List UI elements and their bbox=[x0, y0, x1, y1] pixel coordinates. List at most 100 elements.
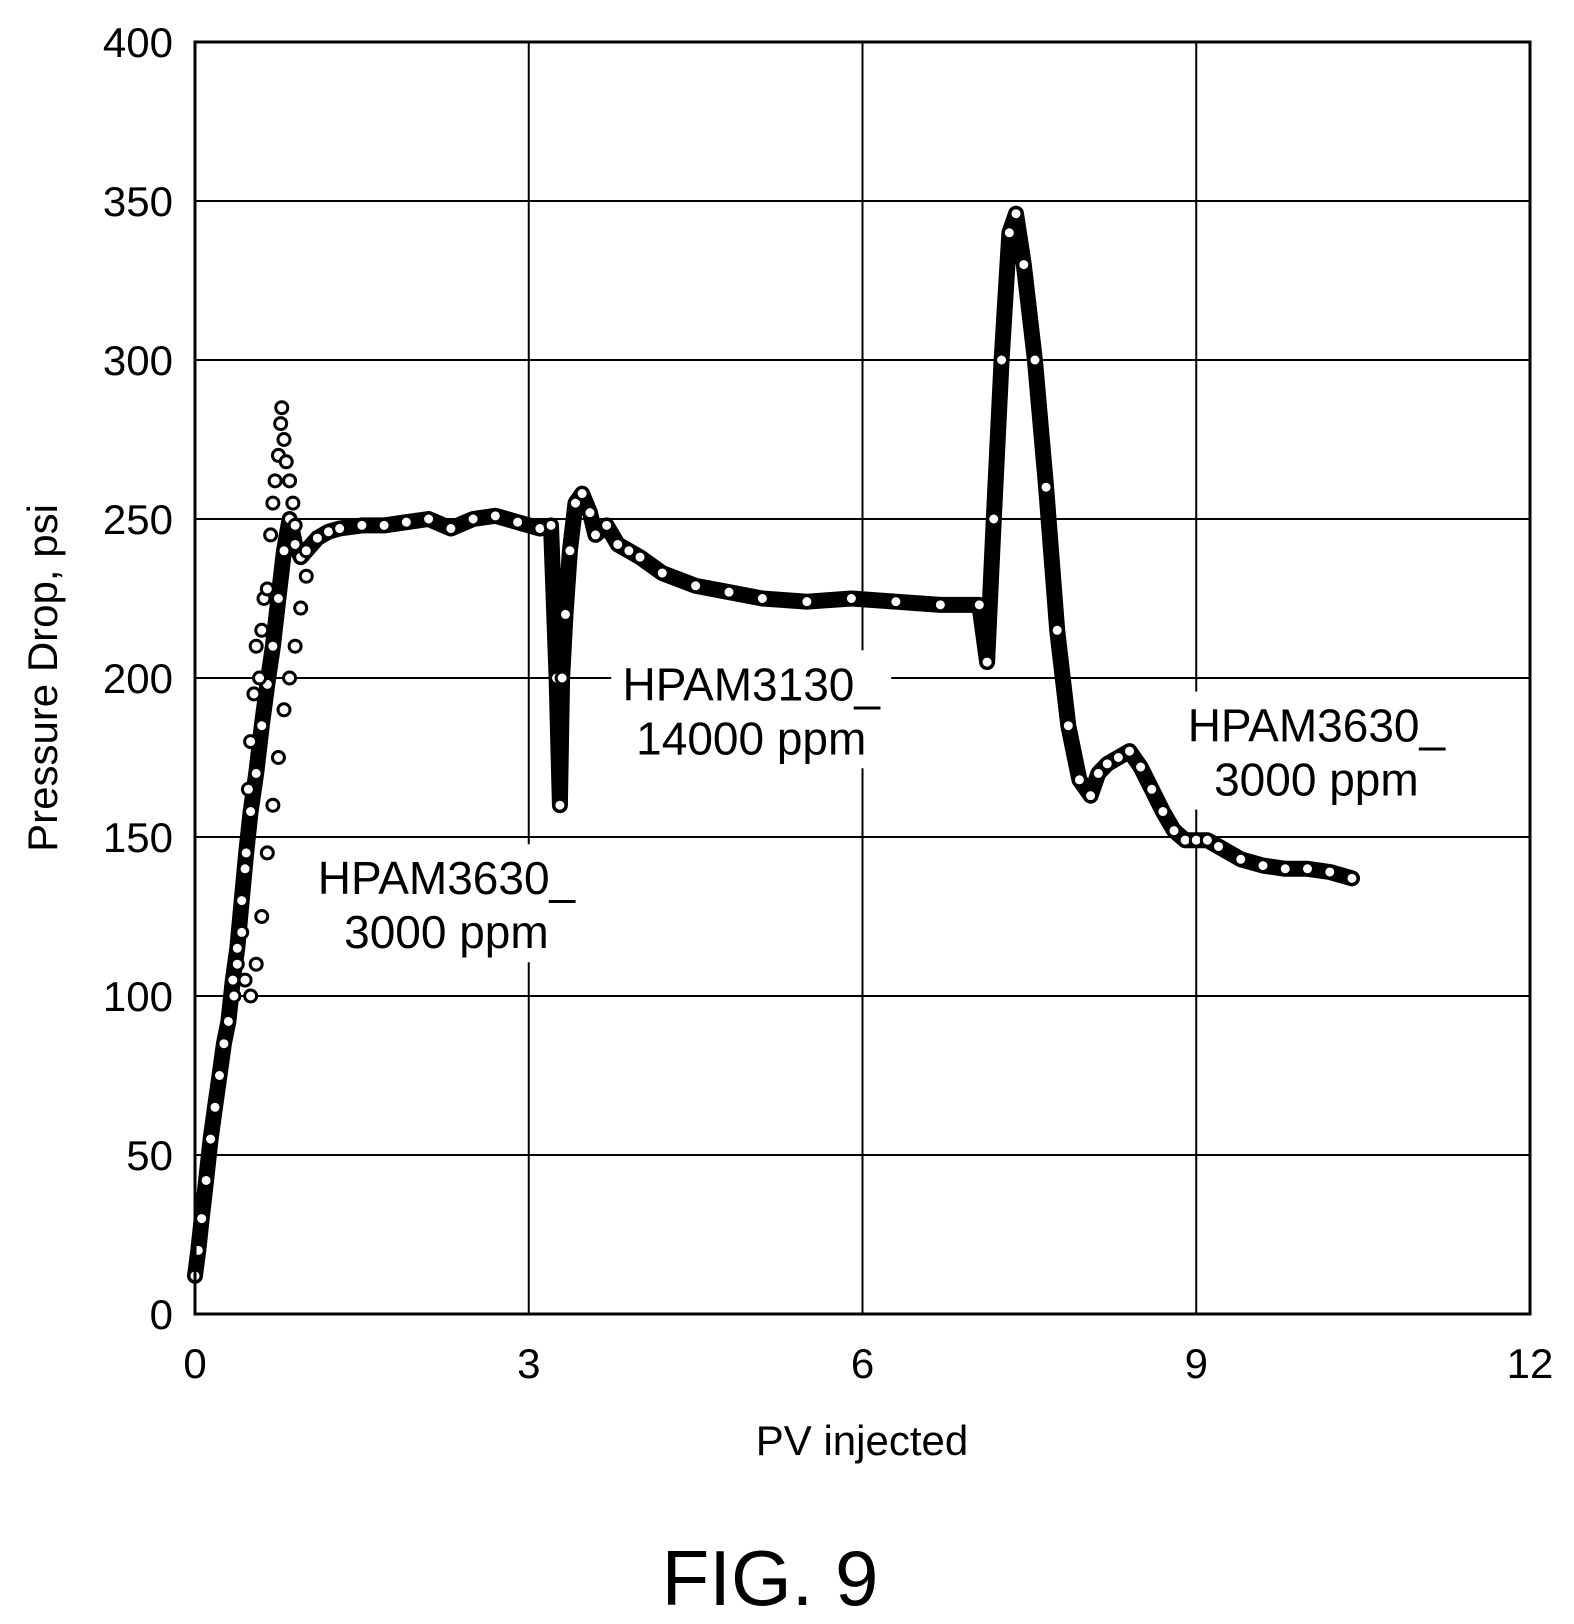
data-point bbox=[1255, 858, 1271, 874]
data-point bbox=[971, 597, 987, 613]
data-point bbox=[1144, 781, 1160, 797]
data-point bbox=[220, 1013, 236, 1029]
y-tick-label: 250 bbox=[103, 496, 173, 543]
data-point bbox=[203, 1131, 219, 1147]
data-point bbox=[562, 543, 578, 559]
data-point bbox=[282, 473, 298, 489]
data-point bbox=[567, 495, 583, 511]
annotation-line: 3000 ppm bbox=[1214, 754, 1419, 806]
data-point bbox=[237, 972, 253, 988]
data-point bbox=[229, 956, 245, 972]
data-point bbox=[1008, 206, 1024, 222]
y-axis-label: Pressure Drop, psi bbox=[19, 504, 66, 852]
data-point bbox=[1166, 823, 1182, 839]
y-tick-label: 50 bbox=[126, 1132, 173, 1179]
annotation-line: HPAM3630_ bbox=[318, 852, 577, 904]
x-tick-label: 6 bbox=[851, 1340, 874, 1387]
data-point bbox=[721, 584, 737, 600]
grid-lines bbox=[195, 42, 1530, 1314]
annotation-backing bbox=[1176, 691, 1457, 810]
data-point bbox=[688, 578, 704, 594]
data-point bbox=[1344, 870, 1360, 886]
data-point bbox=[588, 527, 603, 543]
y-tick-label: 350 bbox=[103, 178, 173, 225]
y-tick-label: 300 bbox=[103, 337, 173, 384]
data-point bbox=[332, 521, 348, 537]
data-point bbox=[248, 638, 264, 654]
data-point bbox=[248, 956, 264, 972]
data-point bbox=[1110, 750, 1126, 765]
data-point bbox=[265, 797, 281, 813]
data-point bbox=[354, 517, 370, 533]
annotation: HPAM3630_3000 ppm bbox=[1176, 691, 1457, 810]
data-point bbox=[248, 765, 264, 781]
data-point bbox=[1001, 225, 1017, 241]
data-point bbox=[274, 400, 290, 416]
data-point bbox=[1300, 861, 1315, 877]
data-point bbox=[229, 940, 245, 956]
data-point bbox=[309, 530, 325, 546]
y-tick-label: 400 bbox=[103, 19, 173, 66]
data-point bbox=[1083, 788, 1099, 804]
data-point bbox=[1016, 257, 1032, 273]
data-point bbox=[799, 594, 815, 610]
y-tick-label: 150 bbox=[103, 814, 173, 861]
data-point bbox=[986, 511, 1002, 527]
data-point bbox=[287, 536, 303, 552]
data-point bbox=[252, 670, 268, 686]
data-point bbox=[270, 591, 286, 606]
x-tick-label: 12 bbox=[1507, 1340, 1554, 1387]
data-point bbox=[1211, 839, 1226, 855]
data-point bbox=[1049, 622, 1065, 638]
data-point bbox=[240, 781, 256, 797]
data-point bbox=[234, 893, 250, 909]
data-point bbox=[273, 416, 289, 432]
data-point bbox=[1133, 759, 1149, 775]
data-point bbox=[632, 549, 648, 565]
x-tick-label: 3 bbox=[517, 1340, 540, 1387]
data-point bbox=[1060, 718, 1076, 734]
data-point bbox=[254, 622, 270, 638]
figure-label: FIG. 9 bbox=[662, 1534, 879, 1622]
data-point bbox=[287, 638, 303, 654]
data-point bbox=[610, 536, 626, 552]
data-point bbox=[421, 511, 437, 527]
data-point bbox=[293, 600, 309, 616]
data-point bbox=[557, 606, 573, 622]
data-point bbox=[582, 505, 598, 521]
data-point bbox=[1199, 832, 1215, 848]
data-point bbox=[1233, 851, 1249, 867]
data-point bbox=[1038, 479, 1054, 495]
data-point bbox=[398, 514, 414, 530]
annotation-line: 14000 ppm bbox=[636, 712, 866, 764]
tick-labels: 0 3 6 9 12 0 50 100 150 200 250 300 350 400 bbox=[103, 19, 1553, 1387]
data-point bbox=[207, 1099, 223, 1115]
data-point bbox=[888, 594, 904, 610]
data-point bbox=[1090, 765, 1106, 781]
data-point bbox=[211, 1068, 227, 1083]
data-point bbox=[226, 988, 242, 1004]
data-points bbox=[187, 205, 1360, 1284]
data-point bbox=[194, 1211, 210, 1227]
data-point bbox=[234, 924, 250, 940]
data-point bbox=[298, 543, 314, 559]
data-point bbox=[1027, 352, 1043, 368]
data-point bbox=[259, 845, 275, 861]
annotation: HPAM3130_14000 ppm bbox=[611, 650, 892, 769]
data-point bbox=[1122, 743, 1137, 759]
data-point bbox=[599, 517, 615, 533]
data-point bbox=[1099, 756, 1115, 772]
data-point bbox=[1277, 861, 1293, 877]
y-tick-label: 0 bbox=[150, 1291, 173, 1338]
x-tick-label: 0 bbox=[183, 1340, 206, 1387]
data-point bbox=[259, 581, 275, 597]
data-point bbox=[276, 543, 292, 559]
annotation-line: HPAM3130_ bbox=[623, 658, 882, 710]
data-point bbox=[654, 565, 670, 581]
data-point bbox=[554, 670, 570, 686]
data-point bbox=[238, 845, 254, 861]
data-point bbox=[282, 670, 298, 686]
data-point bbox=[443, 521, 459, 537]
